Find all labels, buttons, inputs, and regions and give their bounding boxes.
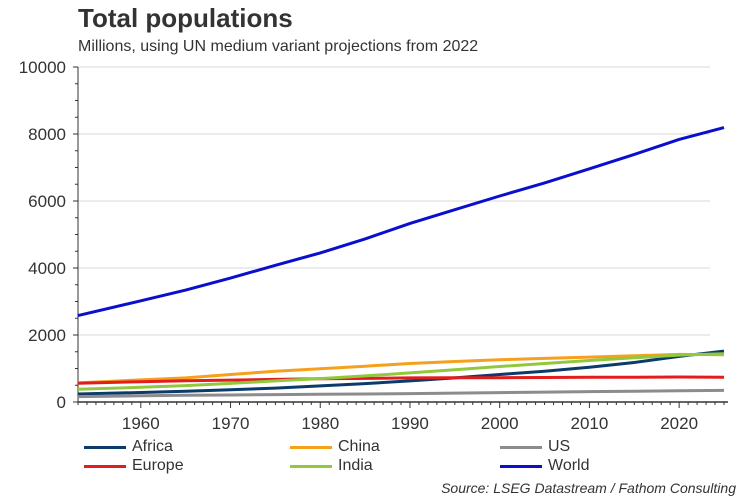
source-note: Source: LSEG Datastream / Fathom Consult… (441, 480, 736, 496)
series-line-us (77, 388, 725, 399)
legend-label: Africa (132, 438, 173, 455)
legend-label: US (548, 438, 571, 455)
x-tick-label: 1990 (391, 414, 429, 433)
x-tick-label: 2020 (660, 414, 698, 433)
series-line-china (77, 352, 725, 385)
y-tick-label: 2000 (28, 326, 66, 345)
legend-item-china: China (290, 438, 380, 456)
legend-swatch (500, 445, 542, 449)
legend-item-world: World (500, 457, 590, 475)
legend-item-us: US (500, 438, 570, 456)
legend-label: Europe (132, 457, 184, 474)
x-tick-label: 1960 (122, 414, 160, 433)
x-tick-label: 2010 (571, 414, 609, 433)
series-line-europe (77, 375, 725, 385)
x-tick-label: 1980 (301, 414, 339, 433)
legend-swatch (84, 445, 126, 449)
chart-subtitle: Millions, using UN medium variant projec… (78, 38, 479, 55)
x-tick-label: 2000 (481, 414, 519, 433)
legend-item-india: India (290, 457, 373, 475)
y-tick-label: 0 (57, 393, 66, 412)
legend-label: India (338, 457, 373, 474)
y-tick-label: 6000 (28, 192, 66, 211)
legend-swatch (84, 464, 126, 468)
legend-item-europe: Europe (84, 457, 184, 475)
legend-label: World (548, 457, 590, 474)
y-tick-label: 10000 (19, 58, 66, 77)
legend-swatch (500, 464, 542, 468)
legend-swatch (290, 464, 332, 468)
legend-item-africa: Africa (84, 438, 173, 456)
y-tick-label: 4000 (28, 259, 66, 278)
chart-title: Total populations (78, 3, 293, 33)
legend-swatch (290, 445, 332, 449)
x-tick-label: 1970 (212, 414, 250, 433)
series-line-world (77, 126, 725, 318)
series-line-india (77, 352, 725, 391)
y-tick-label: 8000 (28, 125, 66, 144)
legend-label: China (338, 438, 380, 455)
series-line-africa (77, 349, 725, 396)
